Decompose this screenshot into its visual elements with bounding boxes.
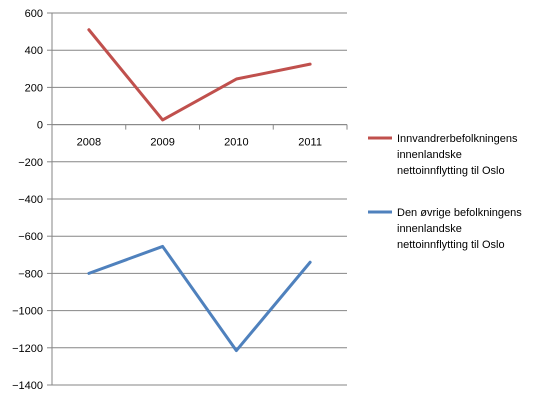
gridlines (52, 12, 347, 386)
legend-label: innenlandske (397, 223, 462, 235)
y-tick-label: −400 (18, 194, 43, 206)
y-tick-label: −800 (18, 268, 43, 280)
y-tick-label: −200 (18, 157, 43, 169)
series-lines (87, 28, 312, 353)
y-tick-label: −1200 (12, 343, 43, 355)
y-tick-label: 600 (25, 8, 43, 20)
legend: Innvandrerbefolkningens innenlandske netto… (368, 133, 522, 251)
y-tick-label: −600 (18, 231, 43, 243)
axes (47, 12, 348, 386)
legend-label: Innvandrerbefolkningens (397, 133, 518, 145)
x-tick-label: 2009 (150, 137, 174, 149)
x-axis-tick-labels: 2008 2009 2010 2011 (77, 137, 322, 149)
legend-label: Den øvrige befolkningens (397, 207, 522, 219)
series-line-1 (87, 28, 312, 122)
x-tick-label: 2011 (298, 137, 322, 149)
y-axis-tick-labels: 600 400 200 0 −200 −400 −600 −800 −1000 −1200 −140… (12, 8, 43, 392)
y-tick-label: 200 (25, 82, 43, 94)
x-tick-label: 2008 (77, 137, 101, 149)
y-tick-label: 0 (37, 120, 43, 132)
x-tick-label: 2010 (224, 137, 248, 149)
y-tick-label: −1400 (12, 380, 43, 392)
legend-label: nettoinnflytting til Oslo (397, 165, 505, 177)
legend-label: innenlandske (397, 149, 462, 161)
y-tick-label: −1000 (12, 306, 43, 318)
legend-label: nettoinnflytting til Oslo (397, 239, 505, 251)
series-line-2 (87, 244, 312, 353)
y-tick-label: 400 (25, 45, 43, 57)
